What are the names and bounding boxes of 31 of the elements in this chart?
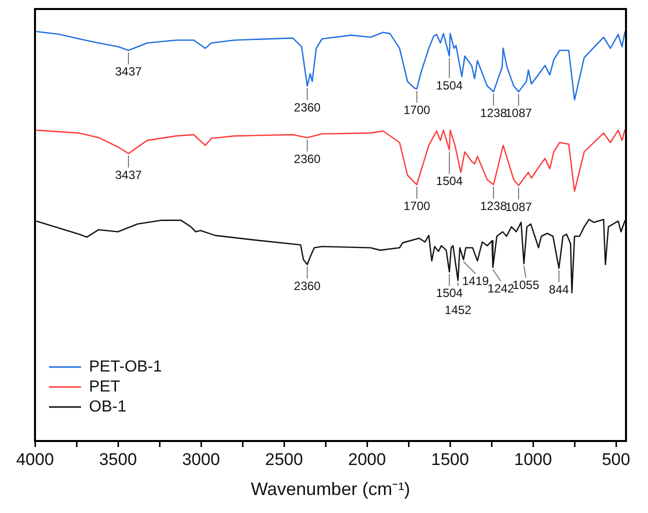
annotation: 3437 — [115, 168, 142, 182]
annotation: 3437 — [115, 64, 142, 79]
annotation: 1504 — [436, 174, 464, 188]
x-tick-label: 3000 — [182, 450, 220, 469]
annotation: 1055 — [512, 278, 540, 292]
annotation: 1419 — [462, 274, 490, 288]
annotation: 844 — [548, 282, 570, 297]
annotation: 1242 — [488, 282, 515, 296]
annotation: 1087 — [505, 106, 532, 120]
legend-label: OB-1 — [89, 398, 126, 416]
x-tick-label: 4000 — [16, 450, 54, 469]
x-tick-label: 2500 — [265, 450, 303, 469]
annotation: 1087 — [505, 200, 532, 214]
annotation: 2360 — [294, 278, 321, 293]
x-axis-title: Wavenumber (cm⁻¹) — [250, 479, 410, 500]
annotation: 1700 — [403, 103, 430, 118]
x-tick-label: 3500 — [99, 450, 137, 469]
annotation: 2360 — [294, 100, 321, 114]
annotation: 1238 — [480, 106, 508, 120]
x-tick-label: 2000 — [348, 450, 386, 469]
annotation: 2360 — [294, 152, 321, 166]
legend-label: PET — [89, 378, 120, 396]
annotation: 1452 — [444, 302, 472, 317]
x-tick-label: 1000 — [514, 450, 552, 469]
legend-label: PET-OB-1 — [89, 358, 162, 376]
annotation: 1504 — [436, 78, 464, 92]
annotation: 1700 — [403, 198, 430, 213]
x-tick-label: 500 — [602, 450, 630, 469]
x-tick-label: 1500 — [431, 450, 469, 469]
annotation: 1238 — [480, 198, 508, 213]
annotation: 1504 — [436, 286, 464, 300]
